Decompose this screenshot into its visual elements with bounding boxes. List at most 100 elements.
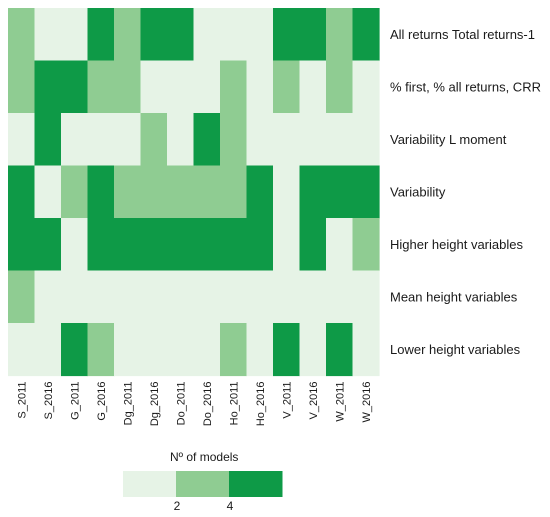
heatmap-cell (326, 113, 354, 167)
heatmap-cell (352, 270, 380, 324)
heatmap-cell (299, 8, 327, 62)
heatmap-cell (220, 113, 248, 167)
heatmap-cell (273, 8, 301, 62)
heatmap-cell (167, 270, 195, 324)
heatmap-cell (220, 323, 248, 377)
heatmap-cell (352, 323, 380, 377)
heatmap-cell (87, 270, 115, 324)
heatmap-cells (8, 8, 380, 377)
heatmap-cell (246, 218, 274, 272)
heatmap-cell (220, 218, 248, 272)
column-label: Ho_2016 (255, 382, 267, 427)
heatmap-cell (167, 323, 195, 377)
heatmap-cell (246, 113, 274, 167)
heatmap-cell (352, 113, 380, 167)
heatmap-cell (299, 323, 327, 377)
heatmap-cell (34, 8, 62, 62)
heatmap-cell (114, 270, 142, 324)
heatmap-cell (87, 60, 115, 114)
heatmap-cell (299, 165, 327, 219)
heatmap-cell (34, 218, 62, 272)
row-label: % first, % all returns, CRR (390, 79, 541, 94)
column-label: V_2011 (281, 382, 293, 419)
heatmap-cell (273, 218, 301, 272)
heatmap-cell (114, 60, 142, 114)
heatmap-cell (326, 323, 354, 377)
legend-swatch (176, 471, 230, 497)
heatmap-cell (61, 8, 89, 62)
heatmap-cell (246, 270, 274, 324)
heatmap-cell (61, 270, 89, 324)
heatmap-cell (220, 8, 248, 62)
column-label: V_2016 (308, 382, 320, 420)
row-label: Variability L moment (390, 132, 507, 147)
heatmap-cell (61, 60, 89, 114)
heatmap-cell (352, 218, 380, 272)
heatmap-cell (326, 60, 354, 114)
heatmap-cell (220, 60, 248, 114)
column-label: S_2011 (16, 382, 28, 419)
heatmap-cell (273, 165, 301, 219)
column-label: W_2011 (334, 382, 346, 422)
heatmap-cell (87, 8, 115, 62)
heatmap-cell (140, 113, 168, 167)
heatmap-cell (220, 270, 248, 324)
heatmap-cell (167, 60, 195, 114)
heatmap-cell (193, 113, 221, 167)
heatmap-cell (114, 218, 142, 272)
heatmap-cell (114, 165, 142, 219)
heatmap-cell (220, 165, 248, 219)
heatmap-cell (140, 218, 168, 272)
heatmap-cell (167, 8, 195, 62)
heatmap-cell (140, 323, 168, 377)
column-label: S_2016 (43, 382, 55, 420)
heatmap-cell (61, 113, 89, 167)
column-label: G_2011 (69, 382, 81, 420)
heatmap-cell (34, 270, 62, 324)
heatmap-cell (8, 60, 36, 114)
heatmap-cell (299, 113, 327, 167)
heatmap-cell (140, 60, 168, 114)
heatmap-cell (34, 165, 62, 219)
heatmap-cell (114, 113, 142, 167)
legend: Nº of models 2 4 (123, 450, 283, 513)
column-label: Do_2016 (202, 382, 214, 427)
heatmap-cell (167, 165, 195, 219)
heatmap-cell (246, 8, 274, 62)
legend-tick-4: 4 (227, 499, 234, 513)
heatmap-cell (8, 270, 36, 324)
heatmap-cell (8, 8, 36, 62)
heatmap-cell (193, 60, 221, 114)
heatmap-cell (140, 8, 168, 62)
heatmap-cell (273, 113, 301, 167)
heatmap-cell (87, 165, 115, 219)
heatmap-cell (167, 113, 195, 167)
heatmap-cell (87, 218, 115, 272)
heatmap-cell (299, 218, 327, 272)
column-label: Do_2011 (175, 382, 187, 426)
heatmap-cell (34, 60, 62, 114)
row-labels: All returns Total returns-1 % first, % al… (390, 27, 541, 357)
row-label: Lower height variables (390, 342, 521, 357)
heatmap-cell (61, 218, 89, 272)
heatmap-cell (114, 323, 142, 377)
row-label: All returns Total returns-1 (390, 27, 535, 42)
heatmap-cell (246, 323, 274, 377)
heatmap-cell (299, 60, 327, 114)
column-label: W_2016 (361, 382, 373, 423)
heatmap-cell (193, 270, 221, 324)
legend-title: Nº of models (170, 450, 238, 464)
heatmap-cell (193, 323, 221, 377)
heatmap-cell (352, 60, 380, 114)
legend-swatch (229, 471, 283, 497)
column-label: Dg_2016 (149, 382, 161, 427)
heatmap-cell (87, 113, 115, 167)
heatmap-cell (140, 270, 168, 324)
column-label: Ho_2011 (228, 382, 240, 426)
heatmap-cell (61, 323, 89, 377)
heatmap-cell (140, 165, 168, 219)
legend-swatches (123, 471, 283, 497)
heatmap-cell (8, 165, 36, 219)
heatmap-cell (8, 218, 36, 272)
